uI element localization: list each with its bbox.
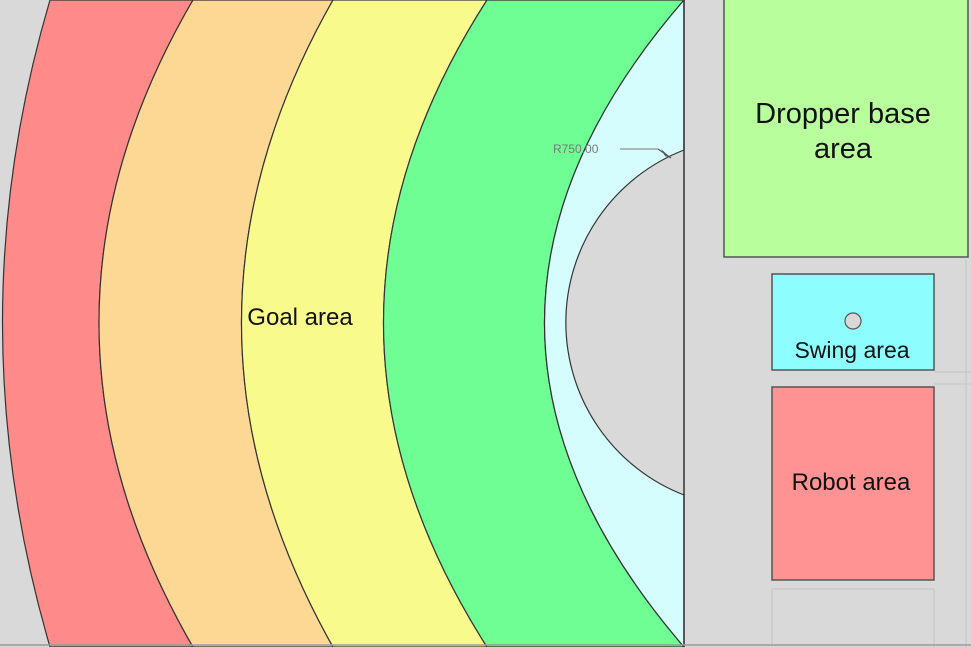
swing-pivot-icon bbox=[844, 312, 862, 330]
dropper-label-line1: Dropper base bbox=[755, 98, 931, 130]
dimension-arrow-icon bbox=[661, 149, 671, 158]
robot-area-label: Robot area bbox=[792, 469, 911, 496]
dropper-label-line2: area bbox=[814, 133, 873, 165]
dropper-base-area bbox=[723, 0, 969, 258]
goal-area-label: Goal area bbox=[247, 304, 353, 331]
robot-area bbox=[771, 386, 935, 581]
radius-dimension: R750.00 bbox=[553, 142, 599, 156]
inner-band bbox=[544, 0, 685, 647]
swing-area-label: Swing area bbox=[794, 337, 909, 363]
